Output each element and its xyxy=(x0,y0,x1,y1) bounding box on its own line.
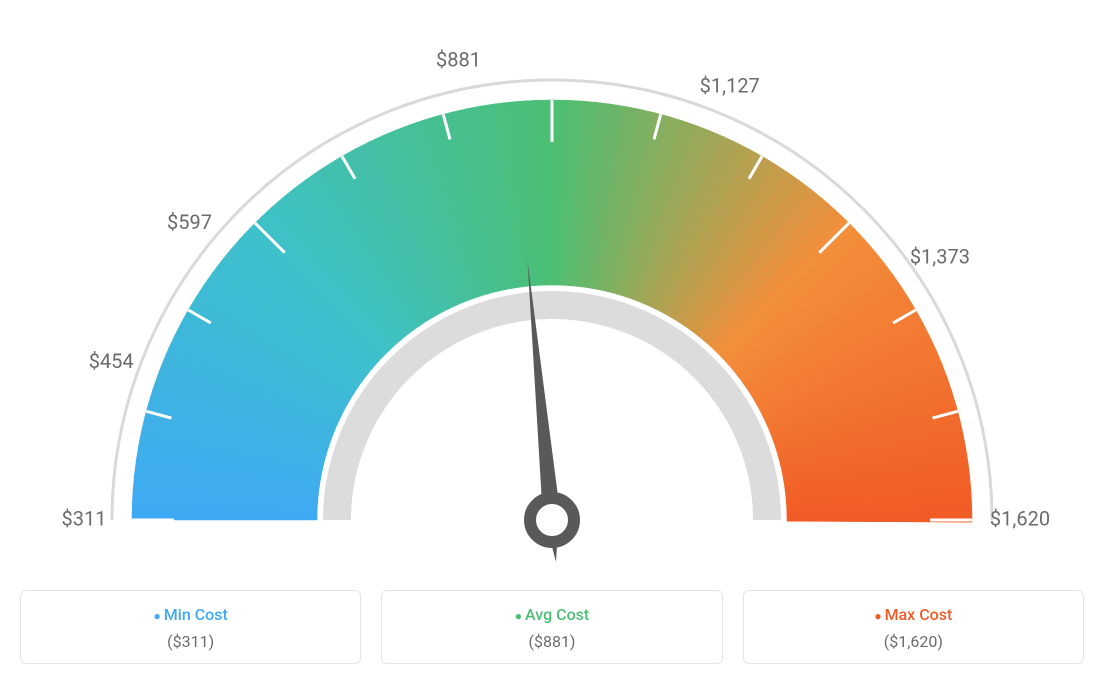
legend-avg-value: ($881) xyxy=(392,632,711,651)
gauge-tick-label: $881 xyxy=(436,48,481,72)
gauge-tick-label: $454 xyxy=(89,349,134,373)
gauge-tick-label: $1,127 xyxy=(700,73,760,97)
gauge-tick-label: $1,373 xyxy=(910,244,970,268)
legend-min-box: Min Cost ($311) xyxy=(20,590,361,664)
legend-row: Min Cost ($311) Avg Cost ($881) Max Cost… xyxy=(20,590,1084,664)
legend-max-box: Max Cost ($1,620) xyxy=(743,590,1084,664)
legend-min-value: ($311) xyxy=(31,632,350,651)
gauge-tick-label: $1,620 xyxy=(990,506,1050,530)
gauge-area: $311 $454 $597 $881 $1,127 $1,373 $1,620 xyxy=(20,20,1084,580)
gauge-tick-label: $597 xyxy=(167,210,212,234)
gauge-svg: $311 $454 $597 $881 $1,127 $1,373 $1,620 xyxy=(20,20,1084,580)
legend-min-title: Min Cost xyxy=(31,605,350,624)
legend-avg-title: Avg Cost xyxy=(392,605,711,624)
legend-max-title: Max Cost xyxy=(754,605,1073,624)
cost-gauge-chart: $311 $454 $597 $881 $1,127 $1,373 $1,620 Min C… xyxy=(20,20,1084,664)
legend-max-value: ($1,620) xyxy=(754,632,1073,651)
gauge-tick-label: $311 xyxy=(62,506,107,530)
legend-avg-box: Avg Cost ($881) xyxy=(381,590,722,664)
